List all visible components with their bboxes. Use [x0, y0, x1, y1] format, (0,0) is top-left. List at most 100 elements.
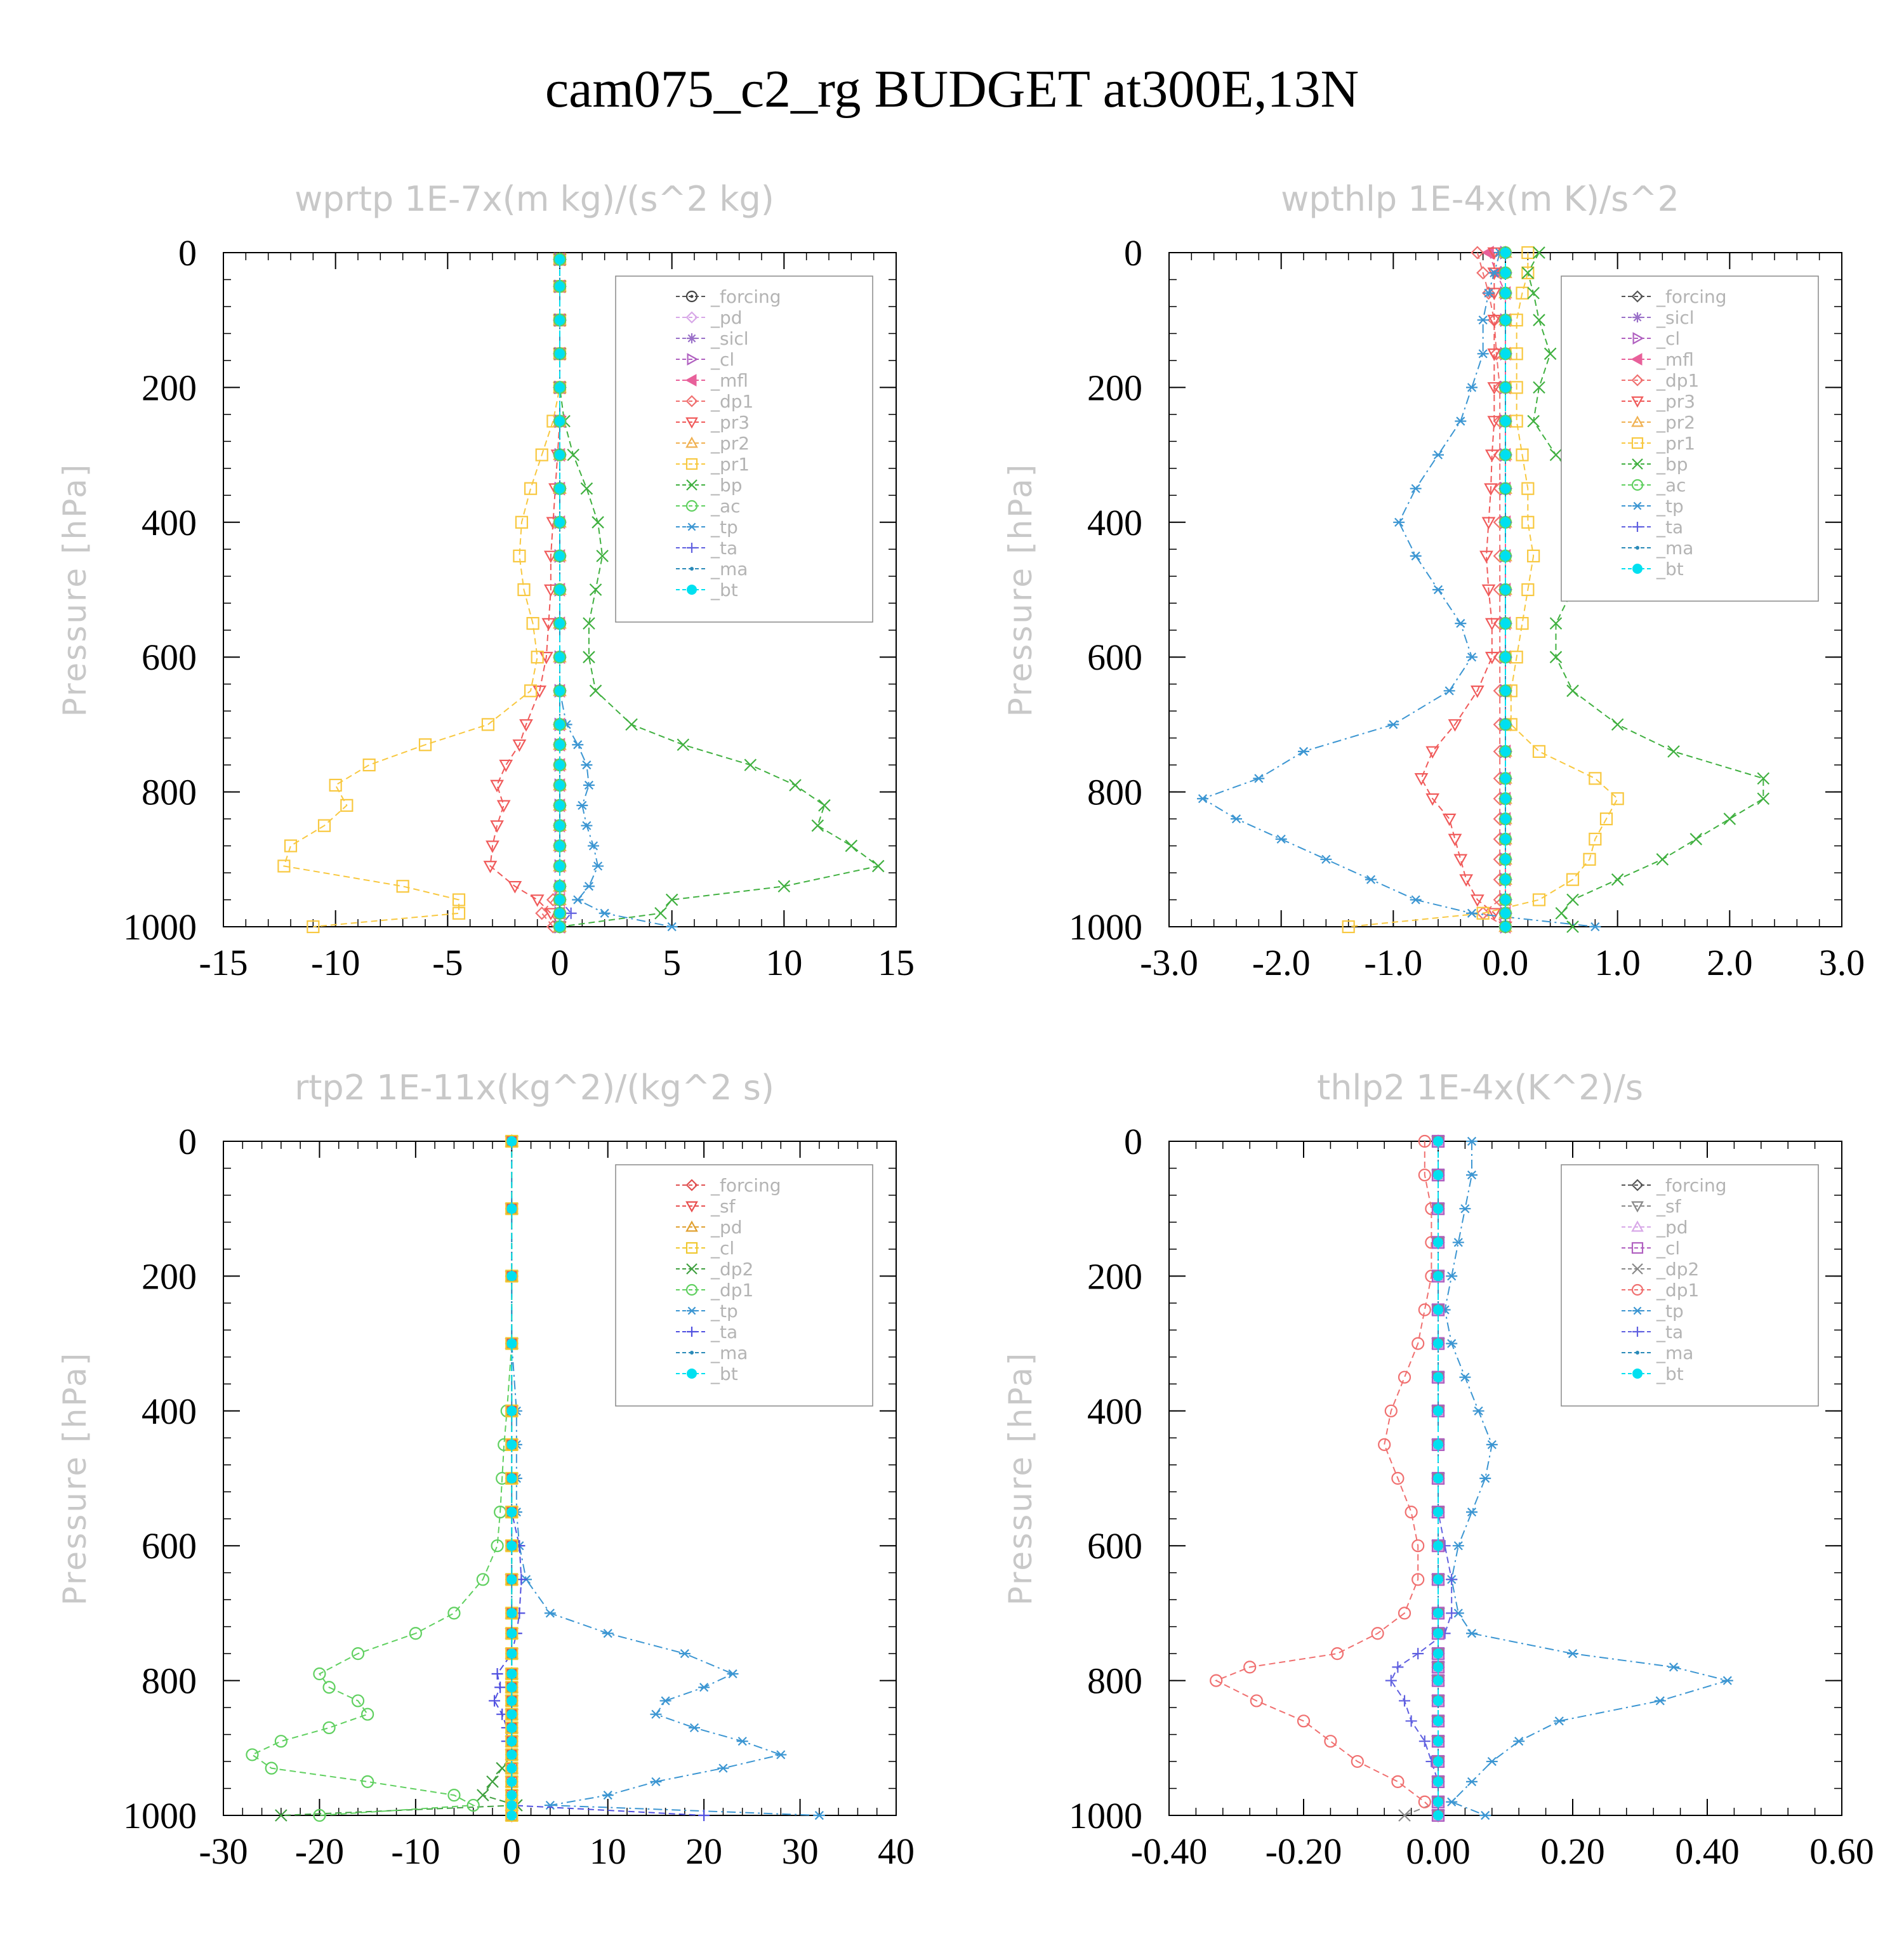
data-point	[1448, 719, 1462, 732]
data-point	[572, 895, 584, 905]
data-point	[1549, 448, 1563, 461]
legend-label: _ac	[1656, 475, 1686, 496]
data-point	[1544, 347, 1557, 361]
data-point	[541, 618, 556, 631]
legend-entry-ma: _ma	[1622, 538, 1693, 559]
data-point	[1589, 772, 1602, 785]
series-bt	[555, 254, 565, 932]
data-point	[477, 1789, 489, 1801]
data-point	[322, 1681, 336, 1694]
data-point	[246, 1748, 259, 1761]
data-point	[1500, 348, 1511, 359]
data-point	[1486, 1440, 1498, 1449]
data-point	[1433, 1541, 1443, 1551]
data-point	[1253, 774, 1265, 783]
data-point	[1398, 1809, 1411, 1822]
legend-entry-tp: _tp	[1622, 496, 1684, 517]
legend-label: _pr2	[1656, 412, 1695, 433]
legend-entry-dp2: _dp2	[1622, 1259, 1699, 1280]
data-point	[1483, 288, 1495, 298]
chart-wprtp: wprtp 1E-7x(m kg)/(s^2 kg) Pressure [hPa]…	[0, 159, 952, 1047]
legend-entry-pr1: _pr1	[676, 454, 750, 475]
data-point	[1432, 450, 1444, 460]
legend-label: _dp1	[710, 391, 753, 412]
data-point	[555, 483, 565, 494]
y-tick-label: 0	[1124, 1121, 1142, 1162]
data-point	[555, 686, 565, 696]
data-point	[1527, 414, 1540, 428]
data-point	[555, 449, 565, 460]
data-point	[555, 820, 565, 831]
data-point	[1405, 1505, 1418, 1519]
data-point	[1210, 1674, 1223, 1687]
data-point	[1466, 1777, 1478, 1786]
data-point	[1466, 1508, 1478, 1517]
data-point	[1433, 1304, 1443, 1315]
data-point	[519, 719, 533, 732]
data-point	[506, 1695, 517, 1706]
data-point	[555, 894, 565, 905]
series-pr3	[1414, 247, 1512, 934]
data-point	[555, 719, 565, 730]
x-tick-label: 0	[503, 1831, 521, 1872]
data-point	[491, 1539, 504, 1553]
data-point	[1555, 906, 1568, 920]
data-point	[1433, 1170, 1443, 1181]
data-point	[580, 482, 593, 495]
data-point	[362, 759, 376, 772]
series-tp	[1197, 248, 1601, 932]
legend-label: _pr3	[1656, 391, 1695, 412]
data-point	[1500, 585, 1511, 595]
data-point	[1583, 852, 1596, 866]
data-point	[1500, 894, 1511, 905]
data-point	[1500, 814, 1511, 825]
x-tick-label: 10	[765, 942, 802, 983]
series-line	[1214, 1141, 1439, 1816]
legend-label: _ta	[710, 1322, 737, 1343]
data-point	[1589, 922, 1601, 932]
data-point	[517, 583, 531, 597]
legend-label: _ma	[710, 1343, 748, 1363]
legend-entry-dp1: _dp1	[1622, 1280, 1699, 1301]
data-point	[506, 1203, 517, 1214]
data-point	[555, 881, 565, 892]
data-point	[508, 880, 522, 894]
data-point	[526, 616, 539, 630]
data-point	[1521, 482, 1535, 495]
y-tick-label: 1000	[1069, 1795, 1142, 1836]
data-point	[351, 1647, 365, 1661]
data-point	[524, 482, 538, 495]
data-point	[515, 515, 529, 529]
data-point	[512, 739, 527, 752]
data-point	[1500, 652, 1511, 663]
data-point	[1418, 1795, 1431, 1808]
data-point	[1411, 1539, 1425, 1553]
series-line	[1390, 1141, 1453, 1815]
data-point	[1521, 266, 1535, 279]
legend-label: _mfl	[1656, 349, 1694, 370]
legend-entry-sicl: _sicl	[1622, 307, 1695, 328]
legend-entry-tp: _tp	[676, 1301, 738, 1322]
data-point	[555, 652, 565, 663]
legend: _forcing_sf_pd_cl_dp2_dp1_tp_ta_ma_bt	[1561, 1164, 1819, 1407]
legend-label: _sicl	[1656, 307, 1695, 328]
series-line	[1444, 1141, 1730, 1816]
data-point	[1500, 854, 1511, 865]
data-point	[1481, 517, 1496, 530]
legend-entry-pd: _pd	[1622, 1217, 1688, 1238]
legend-label: _pr1	[710, 454, 750, 475]
legend-label: _bt	[710, 580, 738, 600]
data-point	[317, 819, 331, 832]
data-point	[650, 1777, 662, 1786]
data-point	[1297, 1714, 1311, 1728]
data-point	[1500, 267, 1511, 278]
plot-frame	[1168, 1141, 1842, 1816]
data-point	[1500, 773, 1511, 784]
data-point	[1446, 1574, 1458, 1586]
data-point	[811, 819, 824, 832]
data-point	[666, 922, 678, 932]
legend-label: _tp	[710, 517, 738, 538]
legend-label: _ma	[710, 559, 748, 580]
data-point	[727, 1669, 739, 1679]
data-point	[576, 800, 588, 810]
